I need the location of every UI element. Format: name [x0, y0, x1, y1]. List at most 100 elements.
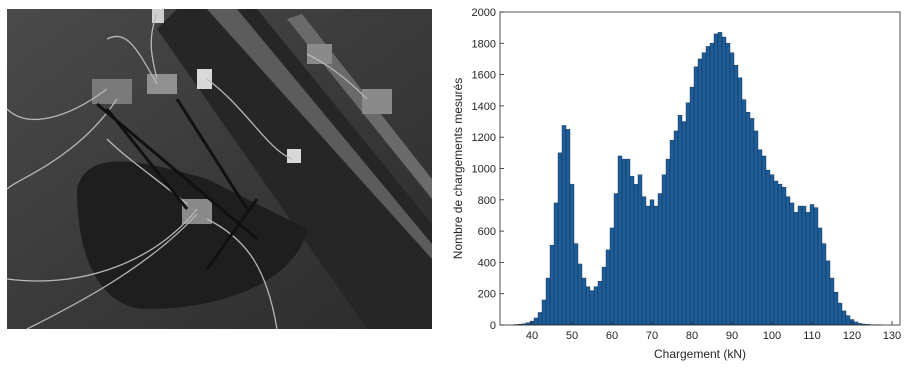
histogram-bar [846, 316, 850, 325]
y-tick-label: 600 [478, 226, 496, 238]
histogram-bar [842, 311, 846, 325]
histogram-bar [786, 197, 790, 325]
y-tick-label: 1600 [472, 70, 496, 82]
histogram-bar [558, 153, 562, 325]
histogram-bar [830, 278, 834, 325]
histogram-bar [770, 175, 774, 325]
histogram-bar [630, 176, 634, 325]
histogram-bar [642, 197, 646, 325]
histogram-bar [734, 65, 738, 325]
histogram-bar [658, 194, 662, 325]
histogram-bar [674, 131, 678, 325]
x-tick-label: 100 [763, 330, 781, 342]
x-axis-label: Chargement (kN) [654, 347, 746, 361]
histogram-bar [746, 112, 750, 325]
y-tick-label: 2000 [472, 7, 496, 19]
histogram-bar [554, 203, 558, 325]
histogram-bar [666, 159, 670, 325]
histogram-bar [774, 181, 778, 325]
histogram-bar [602, 267, 606, 325]
histogram-bar [638, 175, 642, 325]
histogram-bar [626, 159, 630, 325]
histogram-bar [646, 206, 650, 325]
histogram-bar [838, 303, 842, 325]
y-tick-label: 400 [478, 257, 496, 269]
histogram-bar [570, 184, 574, 325]
histogram-bar [766, 170, 770, 325]
histogram-bar [794, 212, 798, 325]
x-tick-label: 90 [726, 330, 738, 342]
histogram-bar [790, 203, 794, 325]
histogram-bar [534, 318, 538, 325]
histogram-bar [654, 206, 658, 325]
histogram-bar [750, 118, 754, 325]
y-tick-label: 0 [490, 320, 496, 332]
histogram-bar [758, 150, 762, 325]
histogram-bar [562, 125, 566, 325]
y-axis-label: Nombre de chargements mesurés [451, 78, 465, 259]
histogram-bar [586, 287, 590, 325]
histogram-bar [714, 34, 718, 325]
histogram-bar [594, 287, 598, 325]
histogram-bar [670, 140, 674, 325]
histogram-bar [606, 250, 610, 325]
histogram-bar [782, 187, 786, 325]
histogram-bar [678, 115, 682, 325]
histogram-bar [722, 37, 726, 325]
histogram-bar [622, 159, 626, 325]
histogram-bar [574, 244, 578, 325]
histogram-bar [702, 53, 706, 325]
histogram-bar [814, 208, 818, 325]
histogram-bar [698, 59, 702, 325]
histogram-bar [694, 67, 698, 325]
histogram-bar [690, 87, 694, 325]
histogram-bar [810, 204, 814, 325]
histogram-bar [538, 312, 542, 325]
histogram-bar [806, 212, 810, 325]
x-tick-label: 120 [843, 330, 861, 342]
histogram-bar [706, 46, 710, 325]
histogram-bar [618, 156, 622, 325]
y-tick-label: 800 [478, 195, 496, 207]
histogram-bar [826, 261, 830, 325]
histogram-bar [718, 32, 722, 325]
x-tick-label: 80 [686, 330, 698, 342]
histogram-bar [682, 122, 686, 325]
x-tick-label: 40 [526, 330, 538, 342]
x-tick-label: 130 [883, 330, 901, 342]
histogram-bar [802, 206, 806, 325]
histogram-bar [546, 278, 550, 325]
histogram-bar [730, 53, 734, 325]
histogram-bar [818, 228, 822, 325]
histogram-bar [598, 281, 602, 325]
histogram-bar [798, 206, 802, 325]
histogram-bar [738, 78, 742, 325]
histogram-bar [610, 228, 614, 325]
histogram-bar [834, 292, 838, 325]
histogram-bar [822, 244, 826, 325]
sensor-rig-photo [7, 9, 432, 329]
histogram-bar [854, 322, 858, 325]
histogram-bar [726, 43, 730, 325]
histogram-bar [650, 200, 654, 325]
histogram-bar [614, 194, 618, 325]
y-tick-label: 1200 [472, 132, 496, 144]
y-tick-label: 1000 [472, 164, 496, 176]
x-tick-label: 50 [566, 330, 578, 342]
x-tick-label: 110 [803, 330, 821, 342]
histogram-bar [578, 264, 582, 325]
x-tick-label: 70 [646, 330, 658, 342]
histogram-bar [710, 43, 714, 325]
histogram-bar [582, 278, 586, 325]
histogram-bar [566, 129, 570, 325]
histogram-bar [662, 175, 666, 325]
y-tick-label: 1800 [472, 38, 496, 50]
histogram-bar [590, 291, 594, 325]
histogram-bar [742, 100, 746, 325]
histogram-bar [754, 131, 758, 325]
histogram-bar [778, 184, 782, 325]
x-tick-label: 60 [606, 330, 618, 342]
histogram-bar [550, 245, 554, 325]
